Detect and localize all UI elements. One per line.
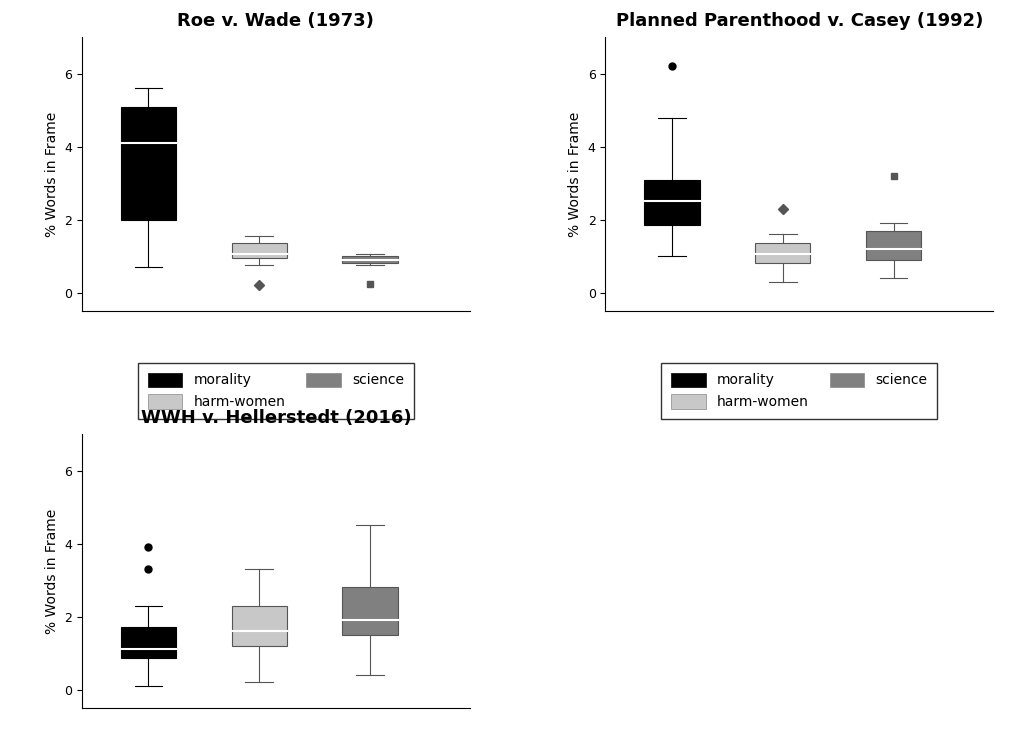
- Y-axis label: % Words in Frame: % Words in Frame: [568, 112, 583, 237]
- Bar: [231, 606, 287, 646]
- Bar: [755, 244, 810, 264]
- Bar: [342, 256, 397, 264]
- Bar: [644, 180, 699, 225]
- Legend: morality, harm-women, science: morality, harm-women, science: [138, 363, 414, 419]
- Title: Planned Parenthood v. Casey (1992): Planned Parenthood v. Casey (1992): [615, 12, 983, 30]
- Bar: [121, 627, 176, 659]
- Bar: [121, 107, 176, 220]
- Bar: [866, 231, 922, 260]
- Legend: morality, harm-women, science: morality, harm-women, science: [662, 363, 937, 419]
- Title: Roe v. Wade (1973): Roe v. Wade (1973): [177, 12, 374, 30]
- Title: WWH v. Hellerstedt (2016): WWH v. Hellerstedt (2016): [140, 409, 412, 427]
- Bar: [342, 587, 397, 635]
- Y-axis label: % Words in Frame: % Words in Frame: [45, 112, 58, 237]
- Y-axis label: % Words in Frame: % Words in Frame: [45, 508, 58, 633]
- Bar: [231, 244, 287, 258]
